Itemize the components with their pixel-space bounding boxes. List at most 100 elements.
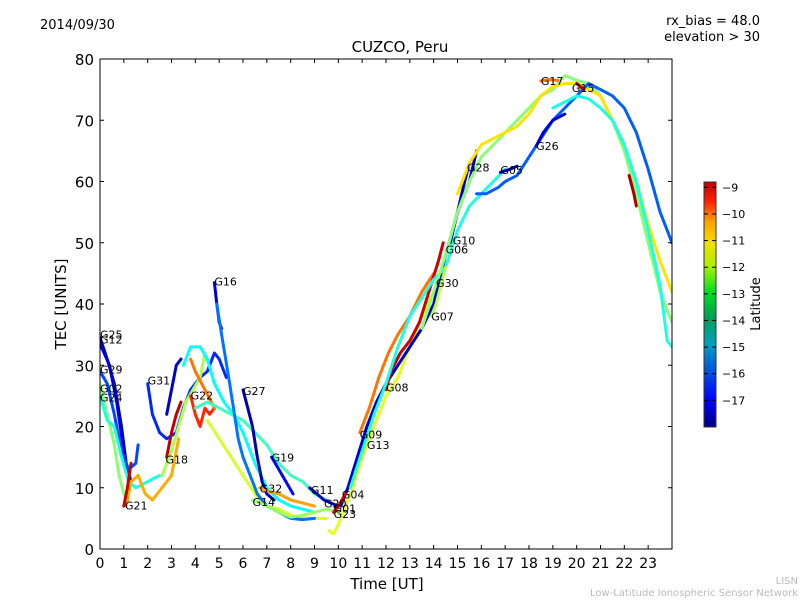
satellite-label: G20 (324, 498, 347, 511)
series-line-g31b (165, 357, 183, 416)
y-tick-label: 10 (75, 480, 94, 498)
credit-network: Low-Latitude Ionospheric Sensor Network (590, 588, 798, 599)
x-tick-label: 3 (167, 556, 176, 572)
series-line-g19 (270, 455, 295, 496)
y-tick-label: 60 (75, 174, 94, 192)
series-line-g11 (308, 486, 340, 508)
x-axis-label: Time [UT] (349, 575, 423, 593)
x-tick-label: 22 (615, 556, 633, 572)
series-line-g26 (534, 112, 567, 148)
y-tick-label: 0 (84, 541, 94, 559)
satellite-label: G30 (436, 277, 459, 290)
satellite-label: G11 (311, 484, 334, 497)
x-tick-label: 15 (449, 556, 467, 572)
series-line-g15 (551, 94, 672, 349)
satellite-labels-layer: G25G12G29G02G24G21G31G18G22G16G27G19G32G… (100, 75, 594, 521)
credit-lisn: LISN (775, 576, 798, 587)
colorbar-tick-label: −9 (722, 181, 738, 194)
satellite-label: G13 (367, 439, 390, 452)
chart-title-wrap: CUZCO, Peru (0, 38, 772, 56)
satellite-label: G12 (100, 334, 123, 347)
x-tick-label: 11 (353, 556, 371, 572)
satellite-label: G18 (166, 454, 189, 467)
parameters-block: rx_bias = 48.0 elevation > 30 (664, 14, 760, 46)
series-line-g22b (181, 345, 316, 514)
date-label: 2014/09/30 (40, 18, 115, 33)
series-line-g32 (258, 486, 316, 508)
colorbar-tick-label: −15 (722, 341, 745, 354)
colorbar-label: Latitude (749, 277, 764, 331)
satellite-label: G17 (541, 75, 564, 88)
satellite-label: G02 (100, 383, 123, 396)
colorbar-tick-label: −17 (722, 394, 745, 407)
series-line-g05b (498, 164, 519, 174)
x-tick-label: 0 (96, 556, 105, 572)
y-tick-label: 70 (75, 112, 94, 130)
satellite-label: G14 (253, 496, 276, 509)
x-tick-label: 6 (239, 556, 248, 572)
series-line-g22c (189, 357, 216, 410)
series-line-g24 (100, 394, 162, 490)
x-tick-label: 13 (401, 556, 419, 572)
satellite-label: G08 (386, 381, 409, 394)
series-line-g15c (627, 173, 638, 208)
satellite-label: G10 (453, 234, 476, 247)
satellite-label: G25 (100, 329, 123, 342)
x-tick-label: 8 (286, 556, 295, 572)
x-tick-label: 19 (544, 556, 562, 572)
x-tick-label: 5 (215, 556, 224, 572)
series-line-g27 (241, 388, 276, 502)
satellite-label: G09 (360, 428, 383, 441)
satellite-label: G27 (243, 385, 266, 398)
credit-block: LISN Low-Latitude Ionospheric Sensor Net… (590, 576, 798, 600)
series-line-g21b (122, 461, 133, 508)
satellite-label: G16 (214, 275, 237, 288)
x-tick-label: 14 (425, 556, 443, 572)
colorbar-tick-label: −13 (722, 288, 745, 301)
x-tick-label: 9 (310, 556, 319, 572)
satellite-label: G05 (500, 164, 523, 177)
x-tick-label: 20 (568, 556, 586, 572)
colorbar-tick-label: −12 (722, 261, 745, 274)
series-line-g23 (332, 492, 347, 514)
satellite-label: G32 (260, 482, 283, 495)
x-tick-label: 7 (262, 556, 271, 572)
satellite-label: G23 (334, 508, 357, 521)
y-tick-label: 20 (75, 419, 94, 437)
x-tick-label: 18 (520, 556, 538, 572)
x-tick-label: 4 (191, 556, 200, 572)
satellite-label: G01 (334, 503, 357, 516)
ticks-layer: 0 1 2 3 4 5 6 7 8 9 10 11 12 13 14 15 16 17 18 19 20 21 22 2301… (75, 51, 672, 572)
colorbar-tick-label: −16 (722, 368, 745, 381)
y-tick-label: 50 (75, 235, 94, 253)
satellite-label: G24 (100, 392, 123, 405)
series-line-g09 (358, 271, 436, 435)
satellite-label: G29 (100, 364, 123, 377)
satellite-label: G04 (342, 488, 365, 501)
colorbar (703, 181, 717, 428)
x-tick-label: 10 (329, 556, 347, 572)
x-tick-label: 21 (592, 556, 610, 572)
satellite-label: G21 (125, 500, 148, 513)
x-tick-label: 2 (143, 556, 152, 572)
series-line-g21 (124, 437, 181, 508)
x-tick-label: 23 (639, 556, 657, 572)
satellite-label: G15 (572, 82, 595, 95)
y-tick-label: 40 (75, 296, 94, 314)
satellite-label: G19 (272, 452, 295, 465)
x-tick-label: 12 (377, 556, 395, 572)
chart-title: CUZCO, Peru (351, 38, 449, 56)
colorbar-ticks: −9 −10 −11 −12 −13 −14 −15 −16 −17 (704, 181, 745, 407)
colorbar-tick-label: −11 (722, 235, 745, 248)
series-line-g31 (146, 351, 228, 441)
satellite-label: G06 (446, 243, 469, 256)
series-line-g22d (193, 400, 328, 502)
colorbar-tick-label: −10 (722, 208, 745, 221)
x-tick-label: 16 (472, 556, 490, 572)
elevation-label: elevation > 30 (664, 30, 760, 45)
colorbar-tick-label: −14 (722, 314, 745, 327)
y-tick-label: 80 (75, 51, 94, 69)
rx-bias-label: rx_bias = 48.0 (666, 14, 760, 29)
series-line-g14 (251, 498, 340, 519)
y-axis-label: TEC [UNITS] (52, 259, 70, 351)
